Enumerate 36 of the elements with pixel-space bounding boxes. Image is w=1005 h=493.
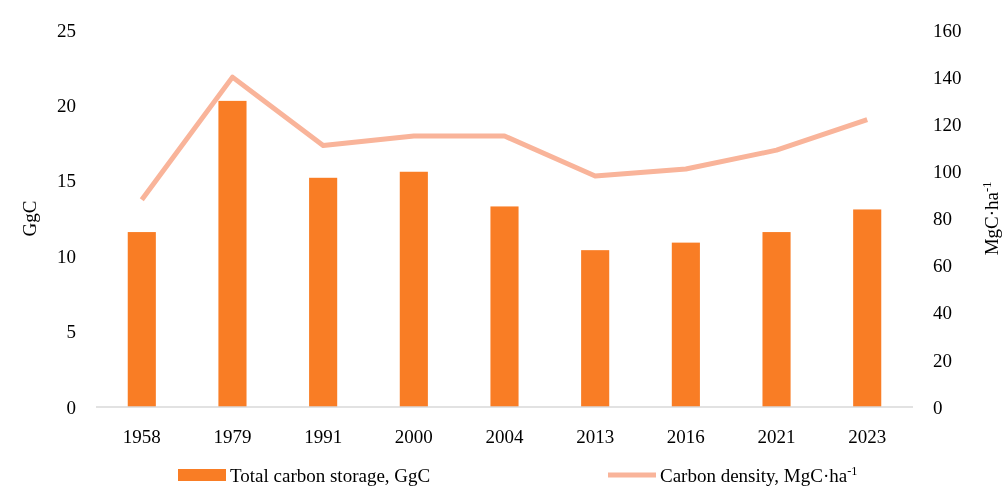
bar — [581, 250, 610, 407]
x-tick-label: 2021 — [757, 426, 796, 447]
x-tick-label: 1958 — [122, 426, 161, 447]
x-tick-label: 2023 — [848, 426, 887, 447]
bar — [218, 100, 247, 407]
y2-tick-label: 40 — [933, 302, 952, 324]
x-tick-label: 1991 — [304, 426, 343, 447]
y-tick-label: 15 — [57, 170, 76, 192]
bar — [309, 177, 338, 407]
y2-tick-label: 80 — [933, 208, 952, 230]
y2-tick-label: 100 — [933, 161, 962, 183]
legend-label: Total carbon storage, GgC — [230, 464, 431, 486]
legend-label: Carbon density, MgC·ha$^{-1}$ — [660, 463, 858, 486]
y-tick-label: 10 — [57, 245, 76, 267]
bar — [671, 242, 700, 407]
bar — [490, 206, 519, 407]
y2-tick-label: 0 — [933, 396, 943, 418]
y-tick-label: 5 — [66, 321, 76, 343]
y2-tick-label: 60 — [933, 255, 952, 277]
y2-tick-label: 120 — [933, 113, 962, 135]
y-axis-title: GgC — [19, 200, 40, 237]
y2-tick-label: 160 — [933, 19, 962, 41]
y-tick-label: 20 — [57, 95, 76, 117]
x-tick-label: 2000 — [394, 426, 433, 447]
bar — [853, 209, 882, 407]
x-tick-label: 2004 — [485, 426, 524, 447]
bar — [127, 232, 156, 407]
y-tick-label: 25 — [57, 19, 76, 41]
bar — [762, 232, 791, 407]
y2-tick-label: 20 — [933, 349, 952, 371]
x-tick-label: 2016 — [666, 426, 705, 447]
bar — [399, 171, 428, 407]
y2-tick-label: 140 — [933, 66, 962, 88]
x-tick-label: 1979 — [213, 426, 252, 447]
y-tick-label: 0 — [66, 396, 76, 418]
x-tick-label: 2013 — [576, 426, 615, 447]
